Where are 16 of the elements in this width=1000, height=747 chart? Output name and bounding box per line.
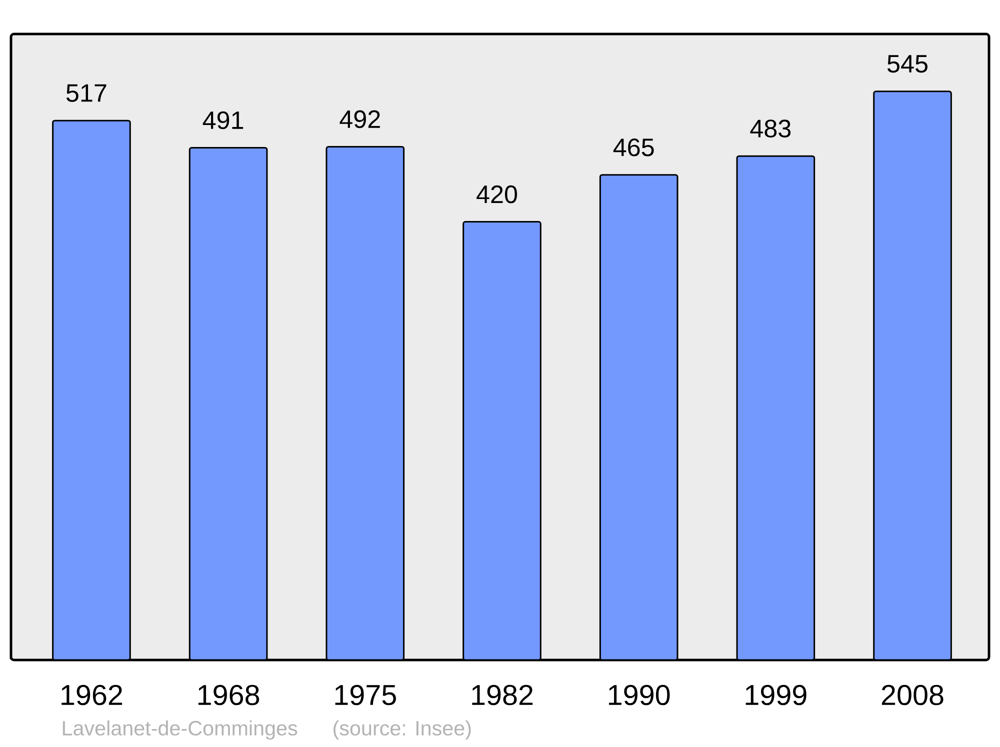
x-tick-label: 1975 [335,684,396,706]
data-label: 420 [476,185,518,204]
data-label: 491 [202,111,244,130]
x-tick-label: 1982 [472,684,533,706]
data-label: 483 [750,120,791,138]
data-label: 545 [887,55,928,73]
x-tick-label: 2008 [882,684,944,706]
data-label: 492 [340,110,380,128]
data-label: 517 [66,84,106,102]
x-tick-label: 1968 [198,684,260,706]
x-tick-label: 1999 [746,684,806,706]
x-tick-label: 1962 [62,684,122,706]
text: (source: Insee) [334,720,471,740]
text: Lavelanet-de-Comminges [62,720,298,740]
x-tick-label: 1990 [608,684,670,706]
data-label: 465 [613,138,654,156]
